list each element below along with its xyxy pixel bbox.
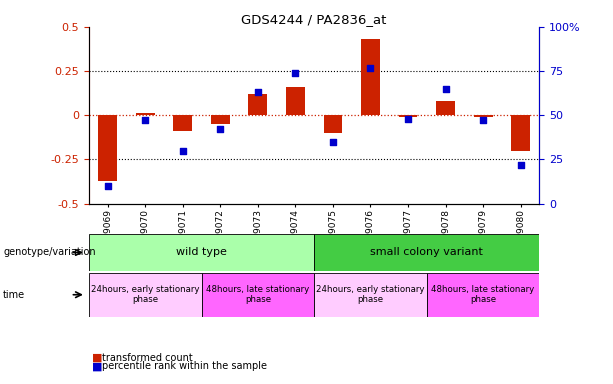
Point [328,139,338,145]
Bar [314,273,427,317]
Bar [427,273,539,317]
Text: 48hours, late stationary
phase: 48hours, late stationary phase [432,285,535,305]
Point [478,118,488,124]
Bar [314,234,539,271]
Bar [361,39,380,115]
Text: small colony variant: small colony variant [370,247,483,258]
Bar [173,115,192,131]
Point [441,86,451,92]
Bar [474,115,492,117]
Title: GDS4244 / PA2836_at: GDS4244 / PA2836_at [242,13,387,26]
Text: 48hours, late stationary
phase: 48hours, late stationary phase [206,285,310,305]
Bar [89,234,314,271]
Text: 24hours, early stationary
phase: 24hours, early stationary phase [91,285,199,305]
Point [403,116,413,122]
Bar [136,113,154,115]
Text: transformed count: transformed count [102,353,193,363]
Text: percentile rank within the sample: percentile rank within the sample [102,361,267,371]
Point [291,70,300,76]
Text: wild type: wild type [176,247,227,258]
Point [253,89,263,95]
Point [516,162,525,168]
Text: ■: ■ [92,361,102,371]
Bar [286,87,305,115]
Point [103,183,113,189]
Bar [248,94,267,115]
Point [178,147,188,154]
Bar [324,115,342,133]
Bar [211,115,230,124]
Text: 24hours, early stationary
phase: 24hours, early stationary phase [316,285,425,305]
Bar [89,273,202,317]
Point [140,118,150,124]
Text: time: time [3,290,25,300]
Bar [202,273,314,317]
Bar [398,115,417,117]
Bar [98,115,117,180]
Point [365,65,375,71]
Text: ■: ■ [92,353,102,363]
Text: genotype/variation: genotype/variation [3,247,96,258]
Bar [511,115,530,151]
Point [215,126,225,132]
Bar [436,101,455,115]
